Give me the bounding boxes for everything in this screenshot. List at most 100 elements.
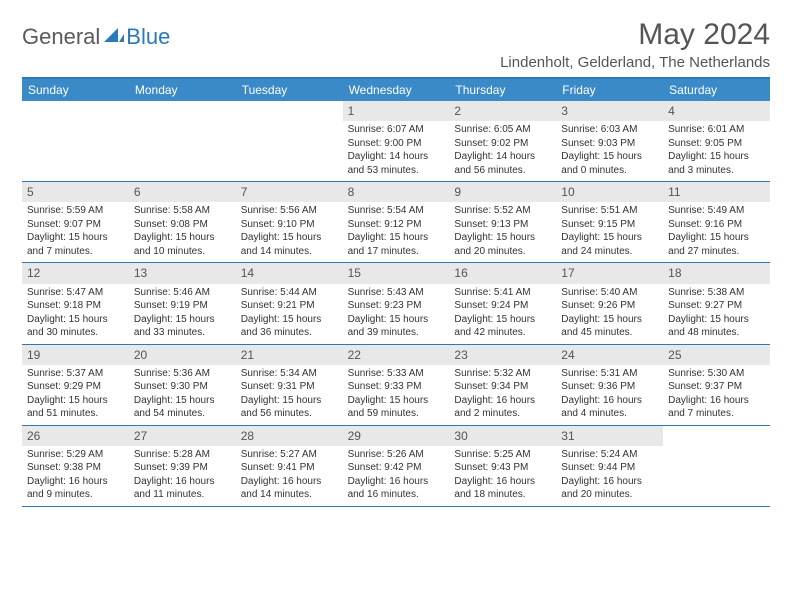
day-header: Tuesday bbox=[236, 79, 343, 101]
sunrise-text: Sunrise: 5:25 AM bbox=[454, 448, 551, 462]
day-number: 1 bbox=[343, 101, 450, 121]
cell-body: Sunrise: 5:37 AMSunset: 9:29 PMDaylight:… bbox=[22, 365, 129, 425]
cell-body: Sunrise: 5:43 AMSunset: 9:23 PMDaylight:… bbox=[343, 284, 450, 344]
brand-part2: Blue bbox=[126, 24, 170, 50]
sunset-text: Sunset: 9:16 PM bbox=[668, 218, 765, 232]
calendar-cell: 30Sunrise: 5:25 AMSunset: 9:43 PMDayligh… bbox=[449, 426, 556, 506]
day-number: 14 bbox=[236, 263, 343, 283]
calendar-cell: 5Sunrise: 5:59 AMSunset: 9:07 PMDaylight… bbox=[22, 182, 129, 262]
cell-body: Sunrise: 5:46 AMSunset: 9:19 PMDaylight:… bbox=[129, 284, 236, 344]
calendar-cell: 13Sunrise: 5:46 AMSunset: 9:19 PMDayligh… bbox=[129, 263, 236, 343]
cell-body: Sunrise: 5:24 AMSunset: 9:44 PMDaylight:… bbox=[556, 446, 663, 506]
sunrise-text: Sunrise: 5:27 AM bbox=[241, 448, 338, 462]
day-header: Wednesday bbox=[343, 79, 450, 101]
daylight-text: Daylight: 15 hours and 39 minutes. bbox=[348, 313, 445, 340]
sunrise-text: Sunrise: 5:38 AM bbox=[668, 286, 765, 300]
sunset-text: Sunset: 9:05 PM bbox=[668, 137, 765, 151]
sunrise-text: Sunrise: 5:44 AM bbox=[241, 286, 338, 300]
cell-body: Sunrise: 5:36 AMSunset: 9:30 PMDaylight:… bbox=[129, 365, 236, 425]
calendar-cell: . bbox=[663, 426, 770, 506]
calendar-cell: 15Sunrise: 5:43 AMSunset: 9:23 PMDayligh… bbox=[343, 263, 450, 343]
sunrise-text: Sunrise: 6:03 AM bbox=[561, 123, 658, 137]
day-number: 10 bbox=[556, 182, 663, 202]
daylight-text: Daylight: 15 hours and 17 minutes. bbox=[348, 231, 445, 258]
day-number: 28 bbox=[236, 426, 343, 446]
day-header: Thursday bbox=[449, 79, 556, 101]
cell-body: Sunrise: 5:47 AMSunset: 9:18 PMDaylight:… bbox=[22, 284, 129, 344]
sunrise-text: Sunrise: 5:32 AM bbox=[454, 367, 551, 381]
cell-body: Sunrise: 5:56 AMSunset: 9:10 PMDaylight:… bbox=[236, 202, 343, 262]
calendar-cell: 7Sunrise: 5:56 AMSunset: 9:10 PMDaylight… bbox=[236, 182, 343, 262]
day-number: 4 bbox=[663, 101, 770, 121]
sunset-text: Sunset: 9:10 PM bbox=[241, 218, 338, 232]
calendar-cell: 10Sunrise: 5:51 AMSunset: 9:15 PMDayligh… bbox=[556, 182, 663, 262]
calendar-cell: 18Sunrise: 5:38 AMSunset: 9:27 PMDayligh… bbox=[663, 263, 770, 343]
day-header: Saturday bbox=[663, 79, 770, 101]
sunrise-text: Sunrise: 5:43 AM bbox=[348, 286, 445, 300]
calendar-cell: 17Sunrise: 5:40 AMSunset: 9:26 PMDayligh… bbox=[556, 263, 663, 343]
daylight-text: Daylight: 15 hours and 33 minutes. bbox=[134, 313, 231, 340]
daylight-text: Daylight: 16 hours and 11 minutes. bbox=[134, 475, 231, 502]
day-number: 3 bbox=[556, 101, 663, 121]
daylight-text: Daylight: 15 hours and 7 minutes. bbox=[27, 231, 124, 258]
cell-body: Sunrise: 5:30 AMSunset: 9:37 PMDaylight:… bbox=[663, 365, 770, 425]
calendar-cell: 28Sunrise: 5:27 AMSunset: 9:41 PMDayligh… bbox=[236, 426, 343, 506]
daylight-text: Daylight: 16 hours and 4 minutes. bbox=[561, 394, 658, 421]
brand-logo: General Blue bbox=[22, 24, 170, 50]
day-number: 31 bbox=[556, 426, 663, 446]
sunset-text: Sunset: 9:33 PM bbox=[348, 380, 445, 394]
day-number: 9 bbox=[449, 182, 556, 202]
calendar-cell: 23Sunrise: 5:32 AMSunset: 9:34 PMDayligh… bbox=[449, 345, 556, 425]
day-number: 6 bbox=[129, 182, 236, 202]
day-number: 25 bbox=[663, 345, 770, 365]
cell-body: Sunrise: 5:54 AMSunset: 9:12 PMDaylight:… bbox=[343, 202, 450, 262]
sunset-text: Sunset: 9:26 PM bbox=[561, 299, 658, 313]
sunset-text: Sunset: 9:03 PM bbox=[561, 137, 658, 151]
calendar-cell: . bbox=[236, 101, 343, 181]
day-number: 18 bbox=[663, 263, 770, 283]
day-number: 5 bbox=[22, 182, 129, 202]
daylight-text: Daylight: 16 hours and 20 minutes. bbox=[561, 475, 658, 502]
calendar-cell: 8Sunrise: 5:54 AMSunset: 9:12 PMDaylight… bbox=[343, 182, 450, 262]
cell-body: Sunrise: 6:03 AMSunset: 9:03 PMDaylight:… bbox=[556, 121, 663, 181]
cell-body: Sunrise: 5:25 AMSunset: 9:43 PMDaylight:… bbox=[449, 446, 556, 506]
calendar-cell: 19Sunrise: 5:37 AMSunset: 9:29 PMDayligh… bbox=[22, 345, 129, 425]
sunrise-text: Sunrise: 6:01 AM bbox=[668, 123, 765, 137]
weeks-container: ...1Sunrise: 6:07 AMSunset: 9:00 PMDayli… bbox=[22, 101, 770, 507]
daylight-text: Daylight: 15 hours and 48 minutes. bbox=[668, 313, 765, 340]
sunrise-text: Sunrise: 5:49 AM bbox=[668, 204, 765, 218]
calendar-cell: 22Sunrise: 5:33 AMSunset: 9:33 PMDayligh… bbox=[343, 345, 450, 425]
daylight-text: Daylight: 16 hours and 18 minutes. bbox=[454, 475, 551, 502]
sunset-text: Sunset: 9:23 PM bbox=[348, 299, 445, 313]
daylight-text: Daylight: 15 hours and 10 minutes. bbox=[134, 231, 231, 258]
daylight-text: Daylight: 15 hours and 20 minutes. bbox=[454, 231, 551, 258]
day-number: 29 bbox=[343, 426, 450, 446]
sunrise-text: Sunrise: 5:33 AM bbox=[348, 367, 445, 381]
calendar-cell: 11Sunrise: 5:49 AMSunset: 9:16 PMDayligh… bbox=[663, 182, 770, 262]
logo-sail-icon bbox=[104, 26, 124, 49]
daylight-text: Daylight: 16 hours and 7 minutes. bbox=[668, 394, 765, 421]
calendar-cell: . bbox=[22, 101, 129, 181]
sunset-text: Sunset: 9:31 PM bbox=[241, 380, 338, 394]
day-number: 24 bbox=[556, 345, 663, 365]
day-header: Friday bbox=[556, 79, 663, 101]
calendar-cell: 20Sunrise: 5:36 AMSunset: 9:30 PMDayligh… bbox=[129, 345, 236, 425]
sunrise-text: Sunrise: 5:30 AM bbox=[668, 367, 765, 381]
daylight-text: Daylight: 15 hours and 59 minutes. bbox=[348, 394, 445, 421]
cell-body: Sunrise: 6:01 AMSunset: 9:05 PMDaylight:… bbox=[663, 121, 770, 181]
daylight-text: Daylight: 16 hours and 16 minutes. bbox=[348, 475, 445, 502]
week-row: 5Sunrise: 5:59 AMSunset: 9:07 PMDaylight… bbox=[22, 182, 770, 263]
day-number: 26 bbox=[22, 426, 129, 446]
daylight-text: Daylight: 15 hours and 45 minutes. bbox=[561, 313, 658, 340]
day-number: 8 bbox=[343, 182, 450, 202]
sunrise-text: Sunrise: 5:47 AM bbox=[27, 286, 124, 300]
cell-body: Sunrise: 5:49 AMSunset: 9:16 PMDaylight:… bbox=[663, 202, 770, 262]
calendar: Sunday Monday Tuesday Wednesday Thursday… bbox=[22, 77, 770, 507]
day-number: 2 bbox=[449, 101, 556, 121]
cell-body: Sunrise: 5:41 AMSunset: 9:24 PMDaylight:… bbox=[449, 284, 556, 344]
calendar-cell: 1Sunrise: 6:07 AMSunset: 9:00 PMDaylight… bbox=[343, 101, 450, 181]
daylight-text: Daylight: 16 hours and 2 minutes. bbox=[454, 394, 551, 421]
day-number: 19 bbox=[22, 345, 129, 365]
header: General Blue May 2024 Lindenholt, Gelder… bbox=[22, 18, 770, 71]
cell-body: Sunrise: 5:33 AMSunset: 9:33 PMDaylight:… bbox=[343, 365, 450, 425]
